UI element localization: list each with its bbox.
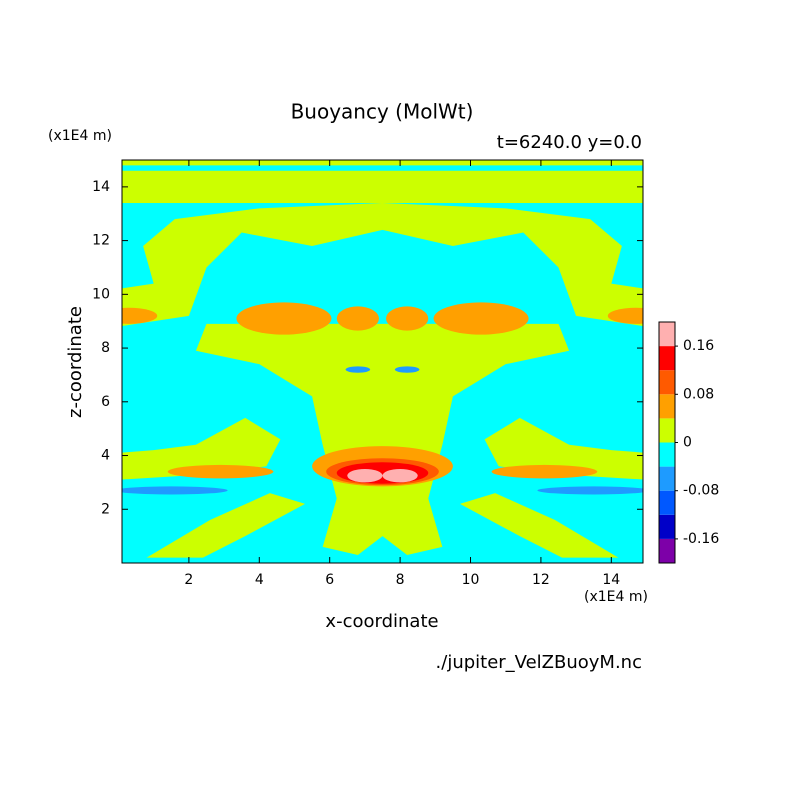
contour-region <box>336 306 379 331</box>
x-tick-label: 4 <box>255 572 264 588</box>
colorbar-tick-label: -0.16 <box>683 531 719 547</box>
y-tick-label: 14 <box>92 179 110 195</box>
x-tick-label: 10 <box>462 572 480 588</box>
x-tick-label: 14 <box>602 572 620 588</box>
chart-title: Buoyancy (MolWt) <box>291 100 474 124</box>
contour-region <box>122 202 643 327</box>
contour-region <box>537 486 643 495</box>
colorbar-swatch <box>659 418 675 443</box>
contour-region <box>382 468 418 483</box>
contour-region <box>146 493 306 558</box>
colorbar-tick-label: 0.16 <box>683 338 714 354</box>
x-tick-label: 12 <box>532 572 550 588</box>
colorbar-swatch <box>659 514 675 539</box>
contour-region <box>122 486 228 495</box>
contour-region <box>195 323 570 555</box>
contour-region <box>122 170 643 203</box>
colorbar-swatch <box>659 370 675 395</box>
contour-region <box>484 417 643 480</box>
colorbar-swatch <box>659 466 675 491</box>
plot-frame <box>121 159 644 564</box>
contour-field <box>122 160 643 563</box>
x-unit: (x1E4 m) <box>584 589 648 605</box>
x-tick-label: 8 <box>396 572 405 588</box>
contour-region <box>167 464 274 479</box>
x-axis-label: x-coordinate <box>325 611 438 632</box>
colorbar-swatch <box>659 442 675 467</box>
colorbar-swatch <box>659 490 675 515</box>
y-tick-label: 2 <box>101 501 110 517</box>
contour-region <box>122 417 281 480</box>
contour-region <box>394 366 420 373</box>
contour-region <box>345 366 371 373</box>
y-axis-label: z-coordinate <box>65 306 86 418</box>
y-tick-label: 10 <box>92 286 110 302</box>
x-tick-label: 6 <box>325 572 334 588</box>
colorbar-tick-label: -0.08 <box>683 483 719 499</box>
y-tick-label: 8 <box>101 340 110 356</box>
contour-region <box>607 307 643 324</box>
colorbar-swatch <box>659 322 675 347</box>
y-tick-label: 4 <box>101 448 110 464</box>
y-unit: (x1E4 m) <box>48 128 112 144</box>
contour-region <box>459 493 619 558</box>
colorbar-swatch <box>659 346 675 371</box>
contour-region <box>122 160 643 166</box>
colorbar-swatch <box>659 394 675 419</box>
source-file: ./jupiter_VelZBuoyM.nc <box>436 652 642 673</box>
y-tick-label: 12 <box>92 233 110 249</box>
chart-subtitle: t=6240.0 y=0.0 <box>497 132 642 153</box>
colorbar-tick-label: 0.08 <box>683 386 714 402</box>
contour-region <box>491 464 598 479</box>
contour-region <box>433 302 529 335</box>
colorbar-tick-label: 0 <box>683 435 692 451</box>
colorbar-swatch <box>659 538 675 563</box>
contour-region <box>122 307 158 324</box>
y-tick-label: 6 <box>101 394 110 410</box>
contour-region <box>347 468 383 483</box>
contour-region <box>386 306 429 331</box>
contour-region <box>236 302 332 335</box>
x-tick-label: 2 <box>184 572 193 588</box>
